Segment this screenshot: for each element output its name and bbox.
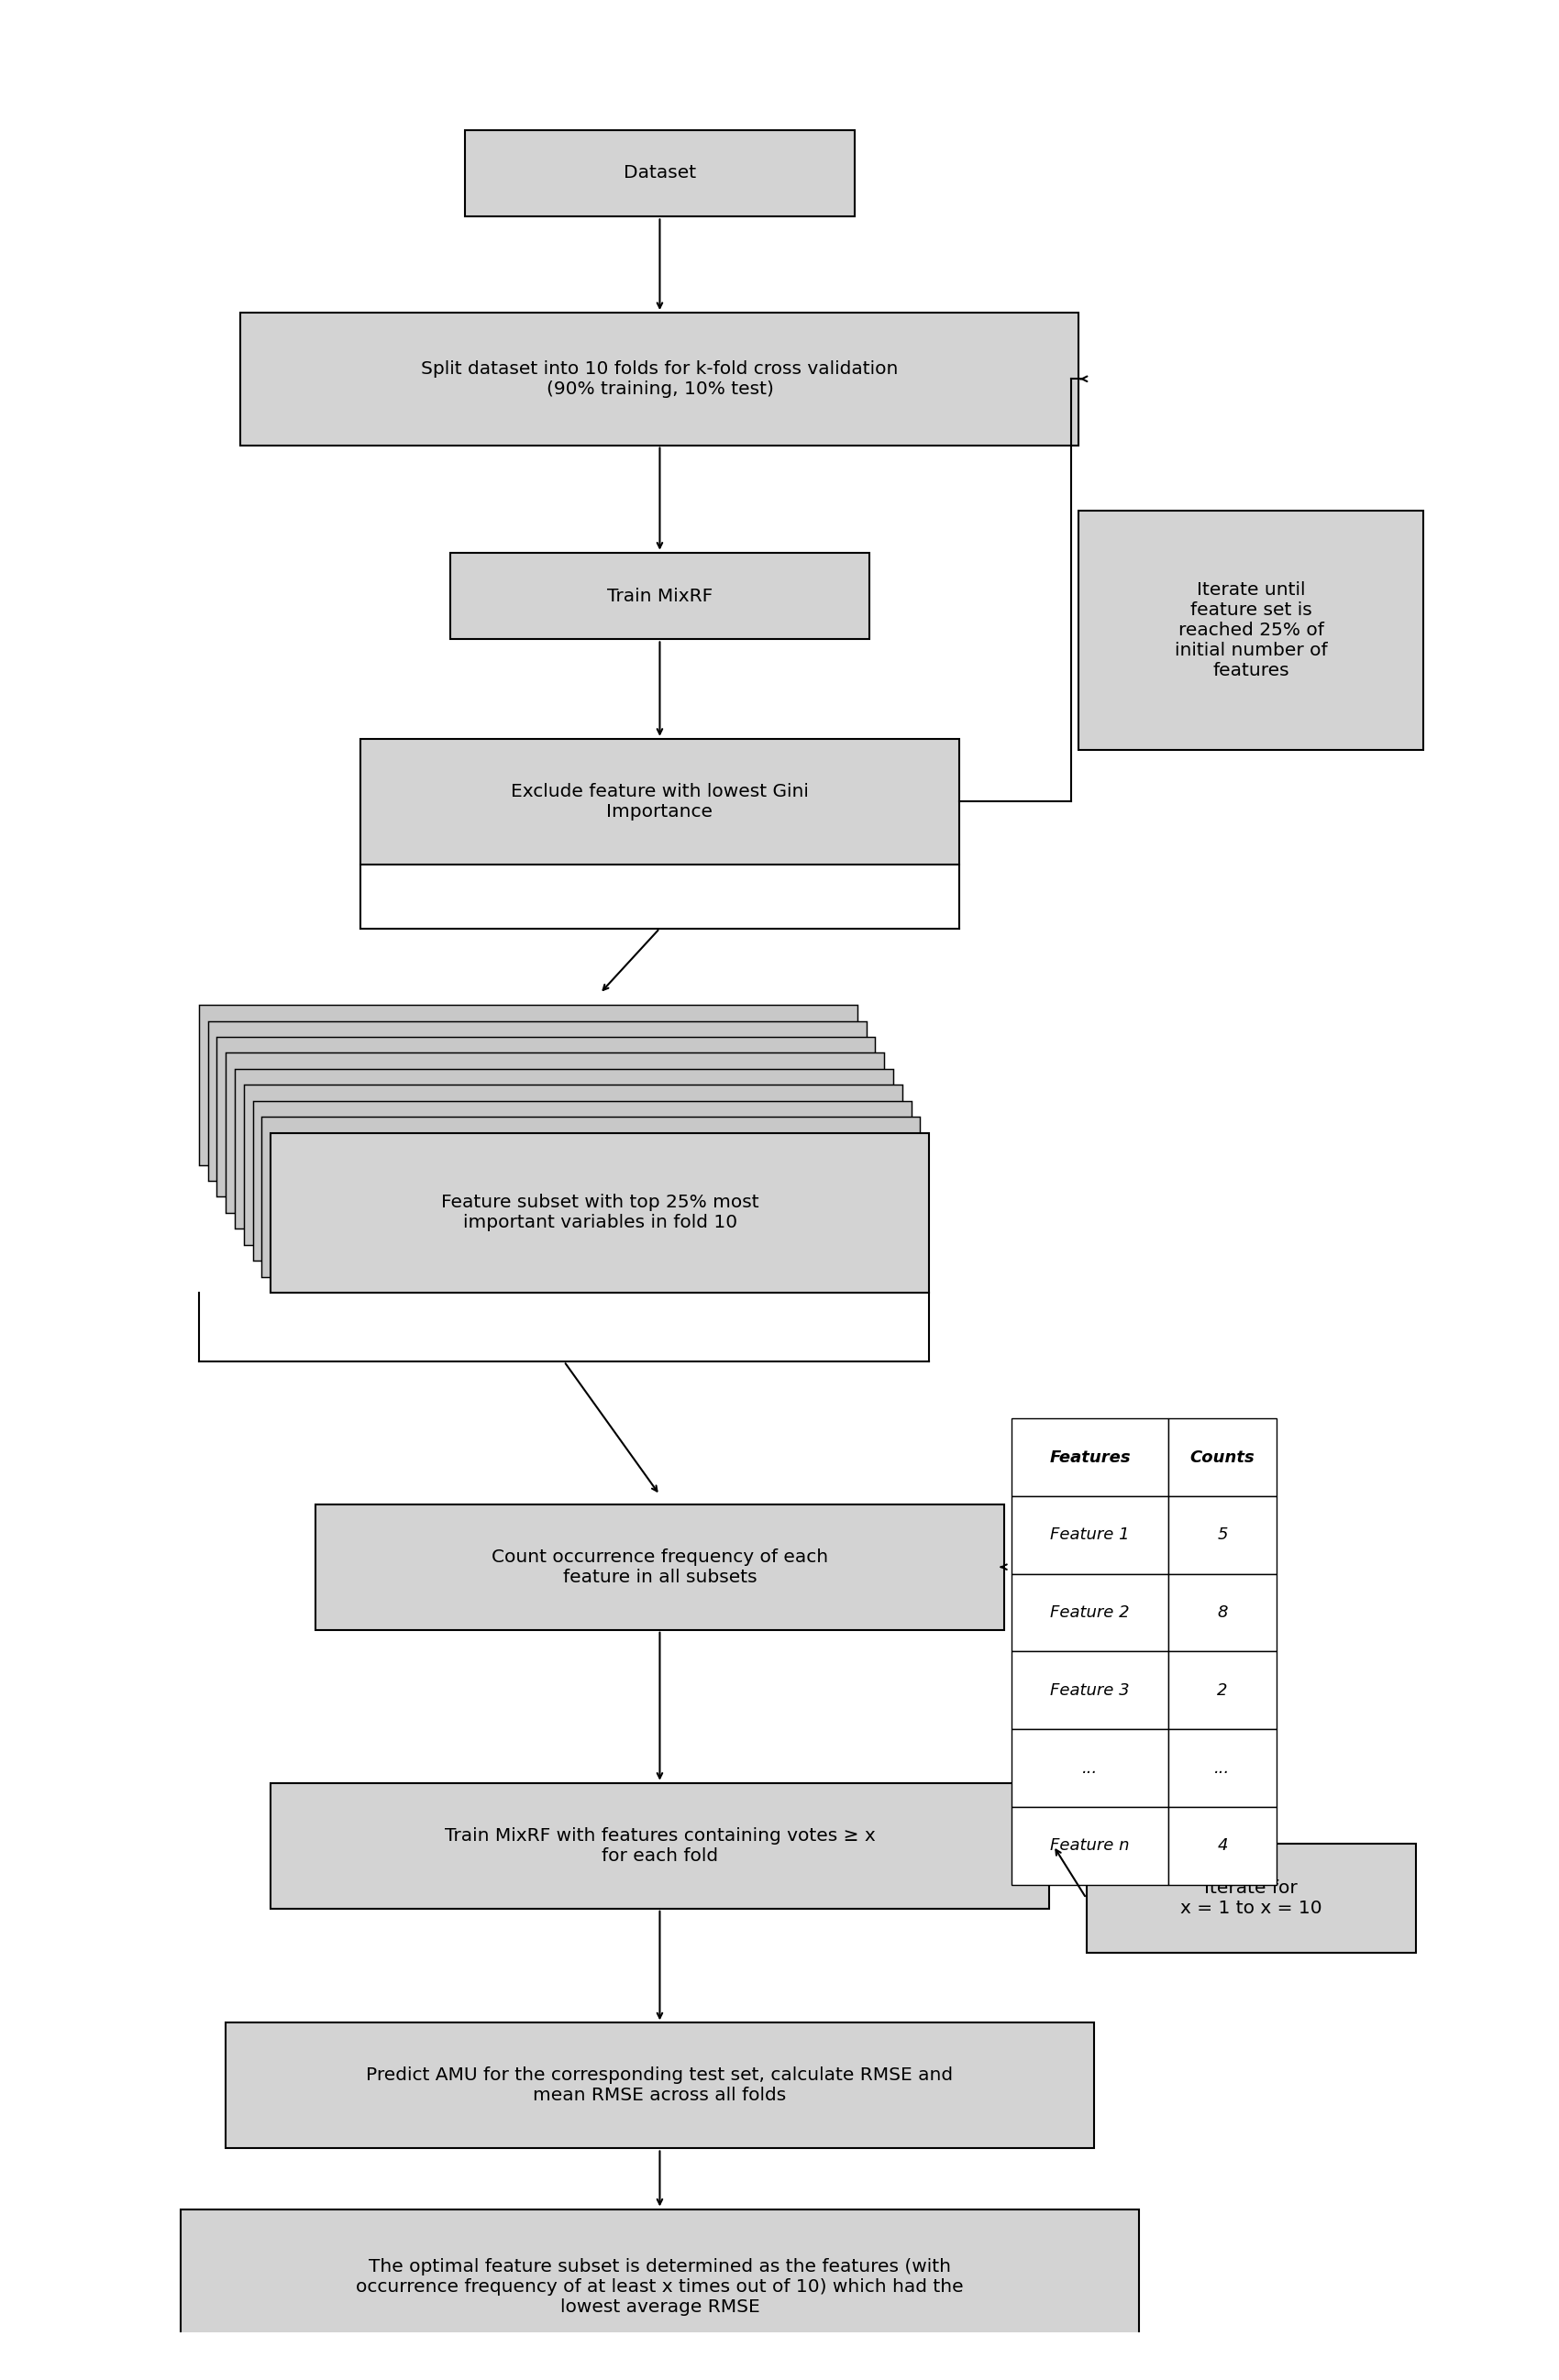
FancyBboxPatch shape <box>262 1116 920 1276</box>
Text: Feature n: Feature n <box>1051 1837 1130 1854</box>
FancyBboxPatch shape <box>315 1504 1004 1630</box>
Text: Train MixRF with features containing votes ≥ x
for each fold: Train MixRF with features containing vot… <box>444 1828 875 1864</box>
FancyBboxPatch shape <box>1079 509 1423 750</box>
Text: Train MixRF: Train MixRF <box>606 588 712 605</box>
Text: Feature subset with top 25% most
important variables in fold 10: Feature subset with top 25% most importa… <box>441 1195 759 1230</box>
Bar <box>1169 1652 1277 1730</box>
Bar <box>1012 1806 1169 1885</box>
Bar <box>1169 1573 1277 1652</box>
Text: 8: 8 <box>1218 1604 1228 1621</box>
FancyBboxPatch shape <box>360 738 959 864</box>
FancyBboxPatch shape <box>253 1102 910 1261</box>
FancyBboxPatch shape <box>226 2023 1094 2149</box>
FancyBboxPatch shape <box>200 1004 857 1164</box>
FancyBboxPatch shape <box>451 552 870 640</box>
FancyBboxPatch shape <box>235 1069 893 1228</box>
Text: The optimal feature subset is determined as the features (with
occurrence freque: The optimal feature subset is determined… <box>355 2259 963 2316</box>
Text: ...: ... <box>1082 1759 1098 1775</box>
Text: 5: 5 <box>1218 1526 1228 1542</box>
Text: Feature 2: Feature 2 <box>1051 1604 1130 1621</box>
Bar <box>1012 1497 1169 1573</box>
Bar <box>1169 1730 1277 1806</box>
Text: Feature 3: Feature 3 <box>1051 1683 1130 1699</box>
Text: Predict AMU for the corresponding test set, calculate RMSE and
mean RMSE across : Predict AMU for the corresponding test s… <box>366 2066 953 2104</box>
Bar <box>1169 1497 1277 1573</box>
FancyBboxPatch shape <box>271 1783 1049 1909</box>
Bar <box>1012 1418 1169 1497</box>
FancyBboxPatch shape <box>465 131 854 217</box>
Text: Counts: Counts <box>1190 1449 1255 1466</box>
FancyBboxPatch shape <box>207 1021 867 1180</box>
Text: Count occurrence frequency of each
feature in all subsets: Count occurrence frequency of each featu… <box>491 1549 828 1585</box>
FancyBboxPatch shape <box>226 1052 884 1214</box>
Text: Exclude feature with lowest Gini
Importance: Exclude feature with lowest Gini Importa… <box>511 783 809 821</box>
Text: 4: 4 <box>1218 1837 1228 1854</box>
FancyBboxPatch shape <box>217 1038 875 1197</box>
Bar <box>1012 1573 1169 1652</box>
Text: ...: ... <box>1214 1759 1230 1775</box>
FancyBboxPatch shape <box>240 312 1079 445</box>
Bar <box>1169 1806 1277 1885</box>
Text: Iterate for
x = 1 to x = 10: Iterate for x = 1 to x = 10 <box>1180 1880 1322 1916</box>
Bar <box>1012 1652 1169 1730</box>
Text: Feature 1: Feature 1 <box>1051 1526 1130 1542</box>
Text: Dataset: Dataset <box>624 164 695 181</box>
Text: Iterate until
feature set is
reached 25% of
initial number of
features: Iterate until feature set is reached 25%… <box>1174 581 1327 678</box>
Text: 2: 2 <box>1218 1683 1228 1699</box>
Bar <box>1012 1730 1169 1806</box>
FancyBboxPatch shape <box>243 1085 903 1245</box>
FancyBboxPatch shape <box>181 2209 1138 2363</box>
FancyBboxPatch shape <box>271 1133 929 1292</box>
Bar <box>1169 1418 1277 1497</box>
FancyBboxPatch shape <box>1087 1845 1416 1954</box>
Text: Split dataset into 10 folds for k-fold cross validation
(90% training, 10% test): Split dataset into 10 folds for k-fold c… <box>421 359 898 397</box>
Text: Features: Features <box>1049 1449 1130 1466</box>
